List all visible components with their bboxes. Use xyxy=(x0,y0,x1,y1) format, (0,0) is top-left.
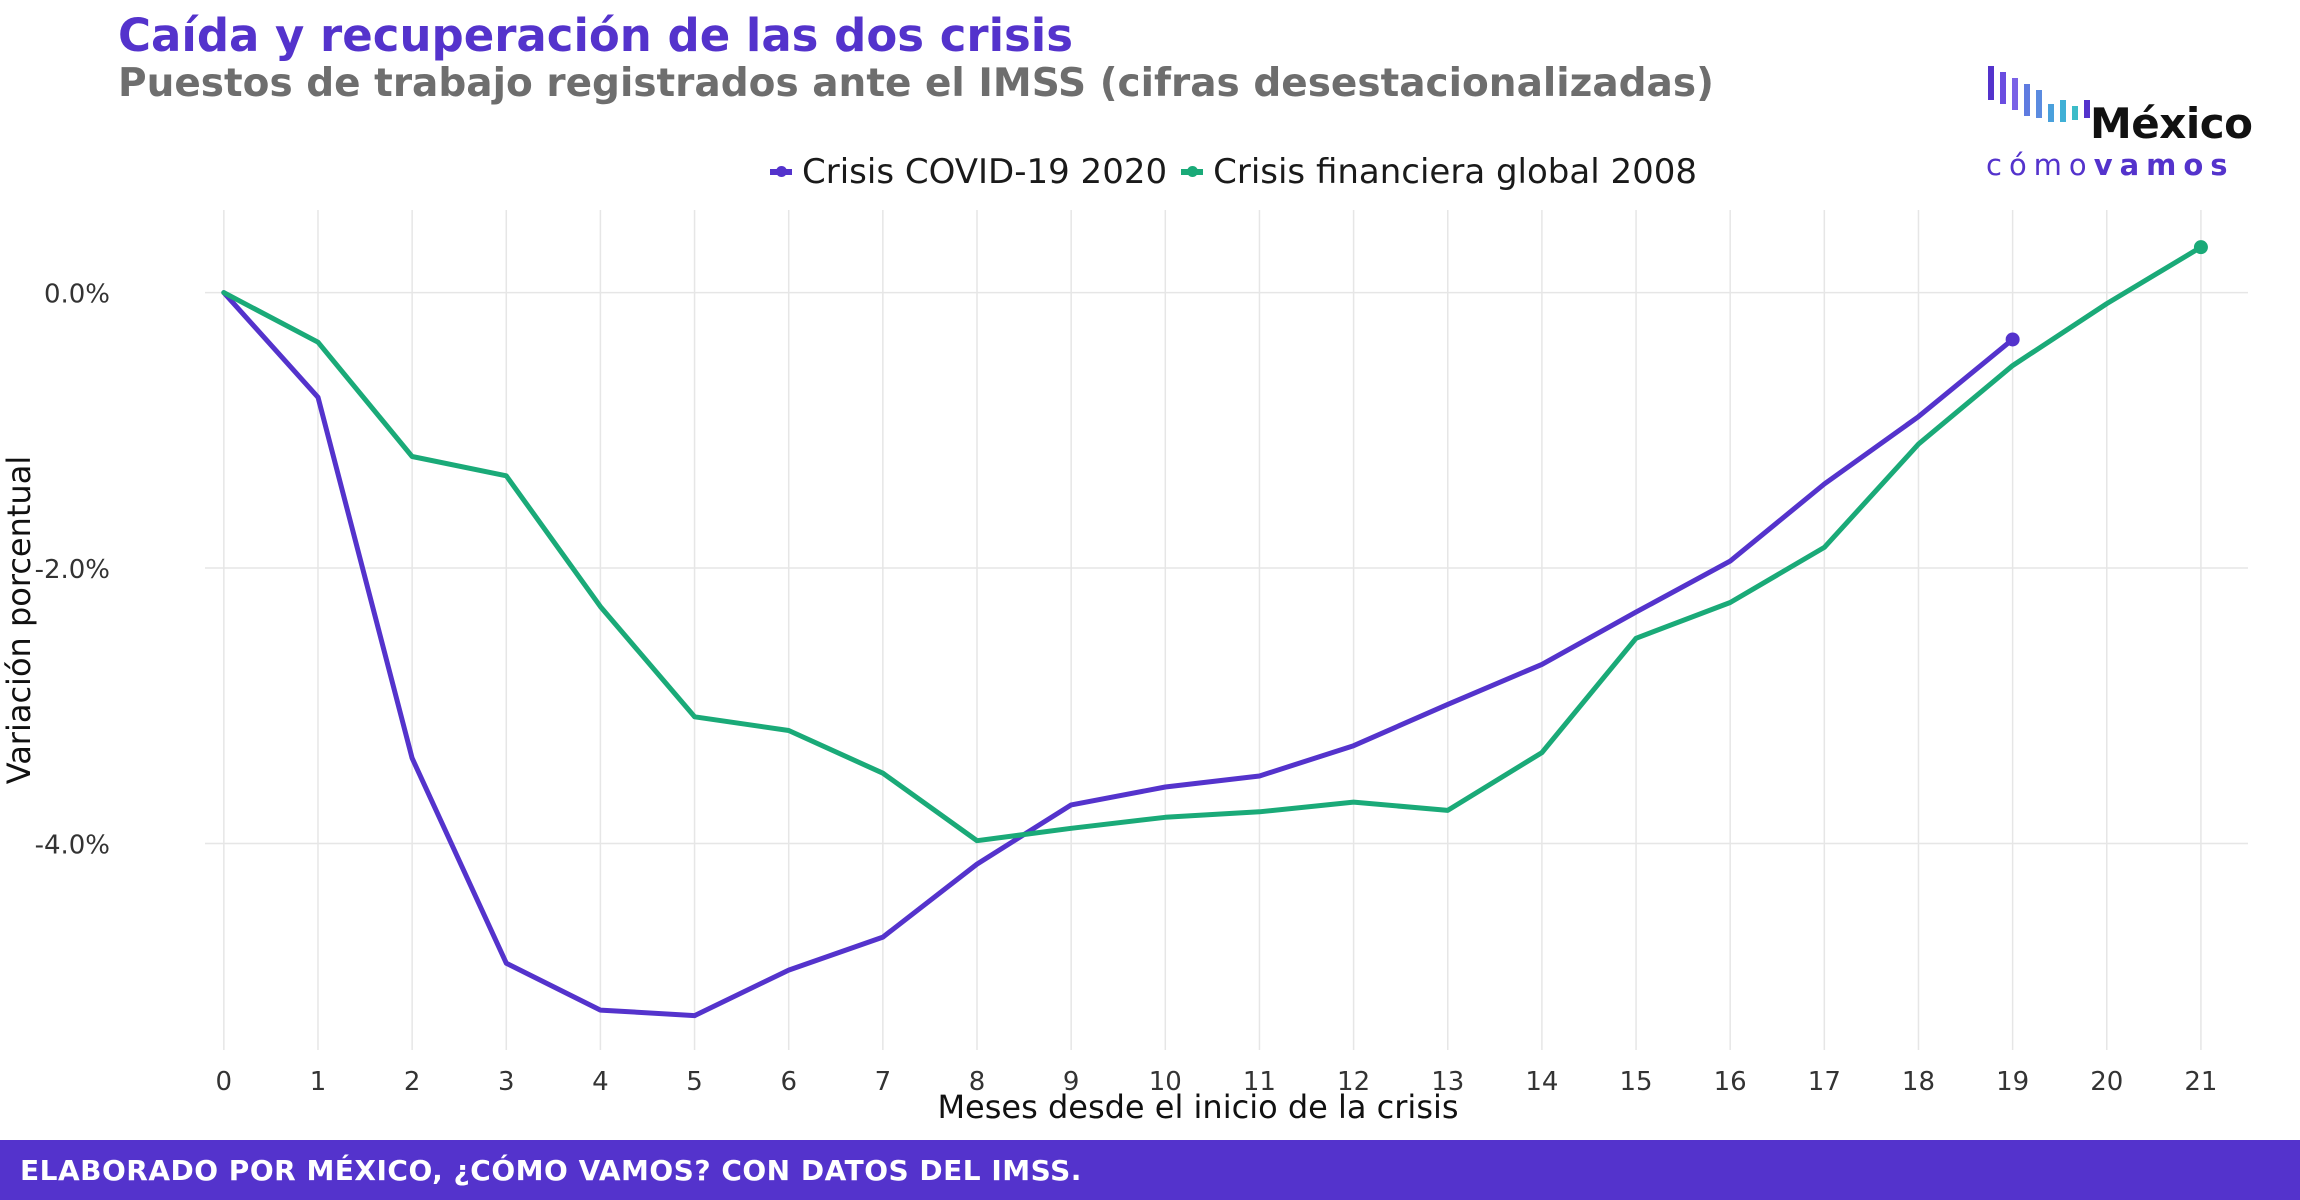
footer-source-text: ELABORADO POR MÉXICO, ¿CÓMO VAMOS? CON D… xyxy=(20,1153,1082,1187)
x-tick-label: 14 xyxy=(1525,1067,1558,1097)
y-tick-label: 0.0% xyxy=(44,280,110,310)
chart-gridlines xyxy=(205,210,2248,1050)
logo-subtitle: cómovamos xyxy=(1986,151,2235,180)
x-tick-label: 2 xyxy=(404,1067,421,1097)
chart-title: Caída y recuperación de las dos crisis xyxy=(118,9,1073,62)
x-tick-label: 1 xyxy=(310,1067,327,1097)
chart-series xyxy=(221,240,2208,1019)
legend-key-covid xyxy=(770,166,792,177)
x-tick-label: 0 xyxy=(216,1067,233,1097)
logo-sub-bold: vamos xyxy=(2093,148,2235,182)
logo-bars-icon xyxy=(1988,66,2090,122)
logo-word: México xyxy=(2090,99,2253,148)
x-tick-label: 16 xyxy=(1714,1067,1747,1097)
footer-banner: ELABORADO POR MÉXICO, ¿CÓMO VAMOS? CON D… xyxy=(0,1140,2300,1200)
y-tick-label: -2.0% xyxy=(35,555,110,585)
x-tick-label: 20 xyxy=(2090,1067,2123,1097)
chart-subtitle: Puestos de trabajo registrados ante el I… xyxy=(118,61,1714,106)
x-axis-label: Meses desde el inicio de la crisis xyxy=(937,1088,1458,1126)
legend-item-covid: Crisis COVID-19 2020 xyxy=(770,152,1167,192)
y-axis-label: Variación porcentual xyxy=(0,456,38,784)
chart-legend: Crisis COVID-19 2020 Crisis financiera g… xyxy=(770,150,1711,194)
x-tick-label: 11 xyxy=(1243,1067,1276,1097)
series-endpoint-covid xyxy=(2005,332,2020,347)
x-tick-label: 9 xyxy=(1063,1067,1080,1097)
line-chart: 0.0%-2.0%-4.0% 0 1 2 3 4 5 6 7 8 9 10 11 12 13 14 15 16 1… xyxy=(0,210,2248,1126)
x-tick-label: 19 xyxy=(1996,1067,2029,1097)
x-tick-label: 3 xyxy=(498,1067,515,1097)
legend-item-2008: Crisis financiera global 2008 xyxy=(1181,152,1697,192)
x-tick-label: 4 xyxy=(592,1067,609,1097)
series-line-2008 xyxy=(221,244,2204,844)
series-line-covid xyxy=(221,290,2016,1019)
x-tick-label: 18 xyxy=(1902,1067,1935,1097)
logo-sub-light: cómo xyxy=(1986,148,2094,182)
x-tick-label: 13 xyxy=(1431,1067,1464,1097)
x-tick-label: 10 xyxy=(1149,1067,1182,1097)
legend-label-2008: Crisis financiera global 2008 xyxy=(1213,152,1697,192)
x-tick-label: 8 xyxy=(969,1067,986,1097)
x-tick-label: 6 xyxy=(780,1067,797,1097)
x-tick-label: 17 xyxy=(1808,1067,1841,1097)
x-axis-ticks: 0 1 2 3 4 5 6 7 8 9 10 11 12 13 14 15 16 17 18 19 20 21 xyxy=(216,1067,2218,1097)
mexico-como-vamos-logo: México cómovamos xyxy=(1980,55,2260,185)
legend-label-covid: Crisis COVID-19 2020 xyxy=(802,152,1168,192)
y-axis-ticks: 0.0% -2.0% -4.0% xyxy=(35,280,110,861)
series-endpoint-2008 xyxy=(2193,240,2208,255)
x-tick-label: 5 xyxy=(686,1067,703,1097)
x-tick-label: 15 xyxy=(1619,1067,1652,1097)
x-tick-label: 21 xyxy=(2184,1067,2217,1097)
x-tick-label: 7 xyxy=(875,1067,892,1097)
x-tick-label: 12 xyxy=(1337,1067,1370,1097)
y-tick-label: -4.0% xyxy=(35,830,110,860)
legend-key-2008 xyxy=(1181,166,1204,177)
